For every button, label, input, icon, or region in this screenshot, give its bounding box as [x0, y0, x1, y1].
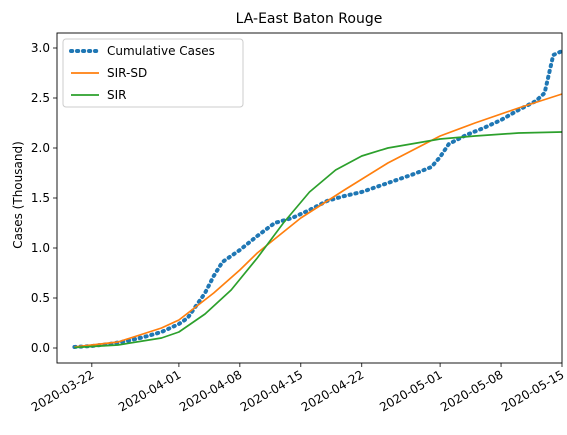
legend-label-1: Cumulative Cases [107, 44, 215, 58]
x-tick-label: 2020-04-22 [299, 367, 366, 414]
x-tick-label: 2020-04-15 [238, 367, 305, 414]
y-tick-label: 3.0 [31, 41, 50, 55]
series-line-2 [74, 93, 563, 348]
x-tick-label: 2020-05-01 [377, 367, 444, 414]
x-tick-label: 2020-05-15 [499, 367, 566, 414]
legend: Cumulative Cases SIR-SD SIR [62, 38, 244, 108]
y-axis-label: Cases (Thousand) [11, 141, 25, 249]
y-tick-label: 2.0 [31, 141, 50, 155]
x-tick-label: 2020-04-01 [116, 367, 183, 414]
y-tick-label: 2.5 [31, 91, 50, 105]
legend-box [62, 38, 244, 108]
x-tick-label: 2020-05-08 [438, 367, 505, 414]
legend-label-3: SIR [107, 88, 127, 102]
x-tick-label: 2020-04-08 [177, 367, 244, 414]
chart-title: LA-East Baton Rouge [236, 11, 383, 27]
y-tick-label: 1.5 [31, 191, 50, 205]
x-tick-label: 2020-03-22 [29, 367, 96, 414]
legend-label-2: SIR-SD [107, 66, 147, 80]
y-tick-label: 0.0 [31, 341, 50, 355]
y-tick-label: 0.5 [31, 291, 50, 305]
series-line-3 [74, 131, 563, 349]
y-tick-label: 1.0 [31, 241, 50, 255]
